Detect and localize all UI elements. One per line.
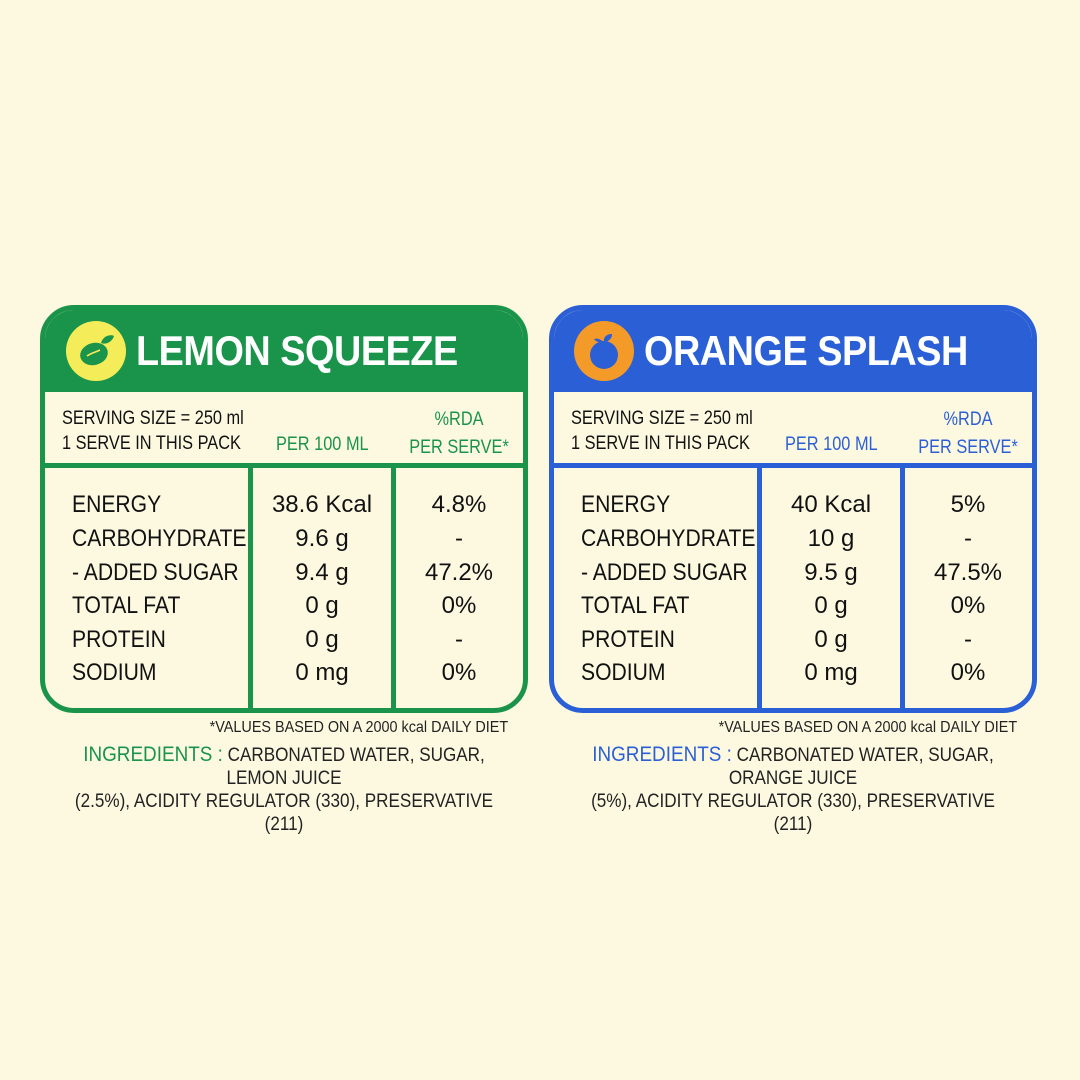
rda-value: - <box>455 626 463 653</box>
nutrient-name: ENERGY <box>581 491 671 518</box>
nutrient-name: - ADDED SUGAR <box>72 559 239 586</box>
nutrient-name: SODIUM <box>72 659 157 686</box>
nutrient-name: CARBOHYDRATE <box>581 525 756 552</box>
product-title: LEMON SQUEEZE <box>136 327 459 374</box>
per-100ml-value: 0 g <box>305 592 339 619</box>
nutrient-name: TOTAL FAT <box>72 592 181 619</box>
table-row: SODIUM 0 mg 0% <box>554 656 1032 690</box>
table-row: - ADDED SUGAR 9.4 g 47.2% <box>45 556 523 590</box>
ingredients-line2: (5%), ACIDITY REGULATOR (330), PRESERVAT… <box>591 791 995 835</box>
per-100ml-value: 0 mg <box>295 659 349 686</box>
per-100ml-value: 0 g <box>814 626 848 653</box>
rda-value: - <box>964 525 972 552</box>
nutrient-name: PROTEIN <box>72 626 166 653</box>
table-row: CARBOHYDRATE 9.6 g - <box>45 522 523 556</box>
nutrient-name: - ADDED SUGAR <box>581 559 748 586</box>
orange-card-header: ORANGE SPLASH <box>554 310 1032 392</box>
per-100ml-value: 9.4 g <box>295 559 349 586</box>
serving-header: SERVING SIZE = 250 ml 1 SERVE IN THIS PA… <box>554 392 1032 468</box>
product-title: ORANGE SPLASH <box>644 327 968 374</box>
nutrient-name: ENERGY <box>72 491 162 518</box>
nutrition-table: ENERGY 40 Kcal 5% CARBOHYDRATE 10 g - - … <box>554 468 1032 708</box>
per-100ml-value: 10 g <box>807 525 855 552</box>
orange-nutrition-label: ORANGE SPLASH SERVING SIZE = 250 ml 1 SE… <box>549 305 1037 836</box>
rda-value: - <box>455 525 463 552</box>
rda-value: 0% <box>441 659 477 686</box>
lemon-icon <box>66 321 127 381</box>
rda-header: %RDA PER SERVE* <box>409 406 509 462</box>
rda-header-line1: %RDA <box>434 409 484 430</box>
ingredients-line1: CARBONATED WATER, SUGAR, LEMON JUICE <box>226 745 485 789</box>
per-100ml-header: PER 100 ML <box>276 434 369 455</box>
table-row: PROTEIN 0 g - <box>45 623 523 657</box>
rda-header-line2: PER SERVE* <box>918 437 1018 458</box>
per-100ml-value: 0 mg <box>804 659 858 686</box>
table-row: ENERGY 38.6 Kcal 4.8% <box>45 488 523 522</box>
ingredients-label: INGREDIENTS : <box>83 743 223 766</box>
rda-header: %RDA PER SERVE* <box>918 406 1018 462</box>
column-divider <box>248 468 253 708</box>
table-row: SODIUM 0 mg 0% <box>45 656 523 690</box>
orange-nutrition-card: ORANGE SPLASH SERVING SIZE = 250 ml 1 SE… <box>549 305 1037 713</box>
serves-per-pack: 1 SERVE IN THIS PACK <box>571 433 750 454</box>
table-row: TOTAL FAT 0 g 0% <box>45 589 523 623</box>
serving-size: SERVING SIZE = 250 ml <box>62 408 244 429</box>
table-row: TOTAL FAT 0 g 0% <box>554 589 1032 623</box>
rda-value: 4.8% <box>431 491 487 518</box>
rda-value: 47.2% <box>424 559 494 586</box>
rda-footnote: *VALUES BASED ON A 2000 kcal DAILY DIET <box>209 719 509 736</box>
ingredients-list: INGREDIENTS : CARBONATED WATER, SUGAR, O… <box>573 743 1012 836</box>
ingredients-list: INGREDIENTS : CARBONATED WATER, SUGAR, L… <box>64 743 503 836</box>
lemon-nutrition-card: LEMON SQUEEZE SERVING SIZE = 250 ml 1 SE… <box>40 305 528 713</box>
lemon-card-header: LEMON SQUEEZE <box>45 310 523 392</box>
table-row: CARBOHYDRATE 10 g - <box>554 522 1032 556</box>
rda-value: 5% <box>950 491 986 518</box>
table-row: ENERGY 40 Kcal 5% <box>554 488 1032 522</box>
ingredients-line2: (2.5%), ACIDITY REGULATOR (330), PRESERV… <box>74 791 494 835</box>
nutrient-name: PROTEIN <box>581 626 675 653</box>
nutrient-name: TOTAL FAT <box>581 592 690 619</box>
serving-header: SERVING SIZE = 250 ml 1 SERVE IN THIS PA… <box>45 392 523 468</box>
per-100ml-value: 0 g <box>814 592 848 619</box>
nutrient-name: CARBOHYDRATE <box>72 525 247 552</box>
per-100ml-value: 40 Kcal <box>790 491 872 518</box>
rda-footnote: *VALUES BASED ON A 2000 kcal DAILY DIET <box>718 719 1018 736</box>
rda-value: - <box>964 626 972 653</box>
rda-value: 0% <box>950 592 986 619</box>
serves-per-pack: 1 SERVE IN THIS PACK <box>62 433 241 454</box>
column-divider <box>391 468 396 708</box>
column-divider <box>900 468 905 708</box>
rda-header-line2: PER SERVE* <box>409 437 509 458</box>
rda-value: 0% <box>441 592 477 619</box>
nutrition-table: ENERGY 38.6 Kcal 4.8% CARBOHYDRATE 9.6 g… <box>45 468 523 708</box>
table-row: - ADDED SUGAR 9.5 g 47.5% <box>554 556 1032 590</box>
per-100ml-value: 9.5 g <box>804 559 858 586</box>
serving-size: SERVING SIZE = 250 ml <box>571 408 753 429</box>
table-row: PROTEIN 0 g - <box>554 623 1032 657</box>
per-100ml-value: 9.6 g <box>295 525 349 552</box>
rda-value: 0% <box>950 659 986 686</box>
rda-header-line1: %RDA <box>943 409 993 430</box>
ingredients-line1: CARBONATED WATER, SUGAR, ORANGE JUICE <box>728 745 994 789</box>
per-100ml-value: 0 g <box>305 626 339 653</box>
orange-icon <box>574 321 635 381</box>
per-100ml-header: PER 100 ML <box>785 434 878 455</box>
lemon-nutrition-label: LEMON SQUEEZE SERVING SIZE = 250 ml 1 SE… <box>40 305 528 836</box>
ingredients-label: INGREDIENTS : <box>592 743 732 766</box>
column-divider <box>757 468 762 708</box>
rda-value: 47.5% <box>933 559 1003 586</box>
nutrient-name: SODIUM <box>581 659 666 686</box>
per-100ml-value: 38.6 Kcal <box>271 491 373 518</box>
